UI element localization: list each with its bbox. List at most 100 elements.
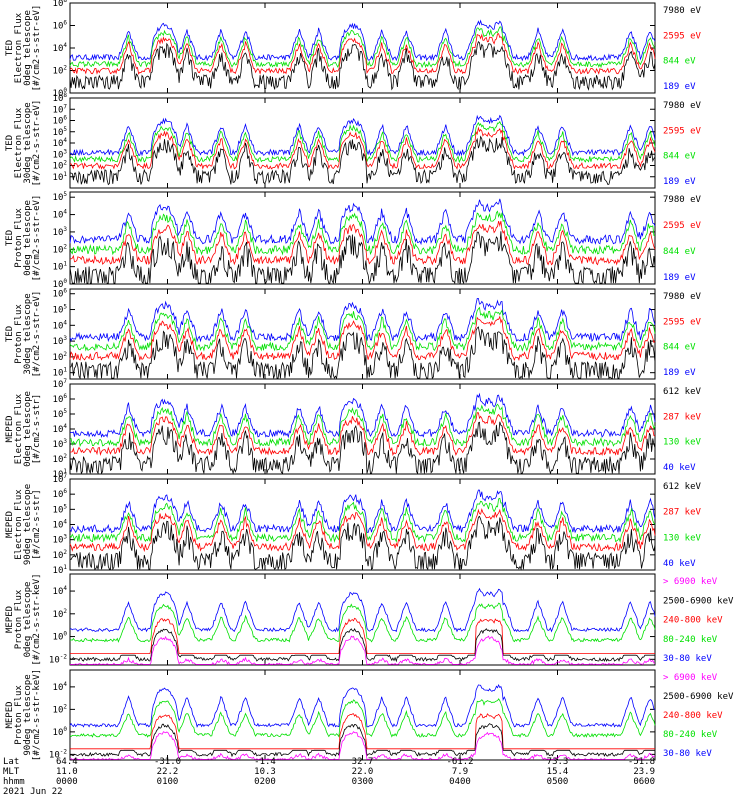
- hhmm-tick-label: 0300: [352, 777, 374, 787]
- series-trace-red: [70, 617, 655, 654]
- y-axis-label: MEPEDProton Flux90deg telescope[#/cm2-s-…: [5, 669, 42, 761]
- series-trace-black: [69, 135, 656, 186]
- mlt-tick-label: 15.4: [547, 767, 569, 777]
- y-tick-label: 10-2: [49, 653, 67, 665]
- y-tick-label: 102: [53, 453, 68, 465]
- legend-label: 7980 eV: [663, 195, 702, 205]
- y-axis-label: TEDProton Flux0deg telescope[#/cm2-s-str…: [5, 195, 42, 282]
- legend-label: 240-800 keV: [663, 616, 723, 626]
- legend-label: 2595 eV: [663, 221, 702, 231]
- series-trace-red: [69, 315, 656, 362]
- lat-tick-label: 64.4: [56, 757, 78, 767]
- y-axis-label: TEDElectron Flux0deg telescope[#/cm2-s-s…: [5, 5, 42, 92]
- legend-label: 2500-6900 keV: [663, 596, 734, 606]
- hhmm-tick-label: 0500: [547, 777, 569, 787]
- y-tick-label: 105: [53, 503, 68, 515]
- y-tick-label: 107: [53, 103, 68, 115]
- panel-frame: [69, 573, 656, 666]
- legend-label: 40 keV: [663, 463, 696, 473]
- legend-label: 2595 eV: [663, 317, 702, 327]
- legend-label: 130 keV: [663, 438, 702, 448]
- panel-frame: [69, 97, 656, 189]
- mlt-tick-label: 22.0: [352, 767, 374, 777]
- hhmm-tick-label: 0400: [449, 777, 471, 787]
- y-tick-label: 106: [53, 488, 68, 500]
- hhmm-tick-label: 0200: [254, 777, 276, 787]
- lat-tick-label: -31.0: [154, 757, 181, 767]
- y-tick-label: 100: [53, 87, 68, 99]
- mlt-tick-label: 10.3: [254, 767, 276, 777]
- time-axis-row-label: hhmm: [3, 777, 25, 787]
- hhmm-tick-label: 0100: [157, 777, 179, 787]
- y-tick-label: 104: [53, 319, 68, 331]
- y-tick-label: 101: [53, 261, 68, 273]
- y-tick-label: 106: [53, 288, 68, 300]
- y-tick-label: 104: [53, 519, 68, 531]
- panel-7: 10-2 100 102 104 MEPEDProton Flux0deg telesc…: [5, 573, 734, 665]
- series-trace-green: [69, 403, 656, 448]
- legend-label: 612 keV: [663, 387, 702, 397]
- legend-label: 7980 eV: [663, 6, 702, 16]
- y-tick-label: 101: [53, 171, 68, 183]
- series-trace-blue: [69, 198, 656, 246]
- y-tick-label: 104: [53, 137, 68, 149]
- y-tick-label: 104: [53, 423, 68, 435]
- panel-frame: [69, 478, 656, 571]
- y-tick-label: 100: [53, 631, 68, 643]
- series-trace-red: [69, 126, 656, 170]
- series-trace-blue: [69, 297, 656, 343]
- series-trace-black: [69, 326, 656, 380]
- legend-label: > 6900 keV: [663, 673, 718, 683]
- y-tick-label: 107: [53, 378, 68, 390]
- series-trace-green: [69, 26, 656, 69]
- lat-tick-label: -1.4: [254, 757, 276, 767]
- legend-label: 844 eV: [663, 57, 696, 67]
- panel-3: 100 101 102 103 104 105 TEDProton Flux0deg tel…: [5, 191, 702, 290]
- y-tick-label: 105: [53, 191, 68, 203]
- y-axis-label: TEDProton Flux30deg telescope[#/cm2-s-st…: [5, 291, 42, 378]
- series-trace-red: [69, 220, 656, 266]
- panel-6: 101 102 103 104 105 106 107 MEPEDElectron Flux9…: [5, 473, 702, 576]
- series-trace-black: [69, 628, 655, 663]
- y-tick-label: 102: [53, 243, 68, 255]
- y-tick-label: 104: [53, 42, 68, 54]
- mlt-tick-label: 11.0: [56, 767, 78, 777]
- mlt-tick-label: 7.9: [452, 767, 468, 777]
- series-trace-blue: [69, 587, 656, 633]
- y-axis-label: MEPEDProton Flux0deg telescope[#/cm2-s-s…: [5, 573, 42, 665]
- y-tick-label: 104: [53, 209, 68, 221]
- time-axis-row-label: MLT: [3, 767, 20, 777]
- legend-label: 80-240 keV: [663, 730, 718, 740]
- legend-label: 2500-6900 keV: [663, 692, 734, 702]
- series-trace-black: [69, 231, 656, 285]
- series-trace-blue: [69, 114, 656, 157]
- legend-label: 130 keV: [663, 533, 702, 543]
- legend-label: 2595 eV: [663, 126, 702, 136]
- y-axis-label: TEDElectron Flux30deg telescope[#/cm2-s-…: [5, 100, 42, 187]
- series-trace-red: [69, 412, 656, 457]
- y-tick-label: 103: [53, 335, 68, 347]
- panel-4: 101 102 103 104 105 106 TEDProton Flux30deg te…: [5, 288, 702, 380]
- y-axis-label: MEPEDElectron Flux90deg telescope[#/cm2-…: [5, 484, 42, 565]
- legend-label: 287 keV: [663, 508, 702, 518]
- legend-label: 189 eV: [663, 177, 696, 187]
- legend-label: 40 keV: [663, 559, 696, 569]
- legend-label: 844 eV: [663, 247, 696, 257]
- series-trace-black: [69, 40, 656, 91]
- panel-1: 100 102 104 106 108 TEDElectron Flux0deg tele…: [5, 0, 702, 99]
- y-tick-label: 105: [53, 408, 68, 420]
- series-trace-black: [69, 515, 656, 571]
- legend-label: 189 eV: [663, 273, 696, 283]
- series-trace-red: [69, 33, 656, 75]
- y-tick-label: 101: [53, 564, 68, 576]
- legend-label: 2595 eV: [663, 31, 702, 41]
- y-tick-label: 102: [53, 703, 68, 715]
- legend-label: 30-80 keV: [663, 654, 712, 664]
- time-axis-row-label: Lat: [3, 757, 19, 767]
- y-tick-label: 104: [53, 585, 68, 597]
- y-tick-label: 104: [53, 681, 68, 693]
- legend-label: 30-80 keV: [663, 749, 712, 759]
- y-tick-label: 107: [53, 473, 68, 485]
